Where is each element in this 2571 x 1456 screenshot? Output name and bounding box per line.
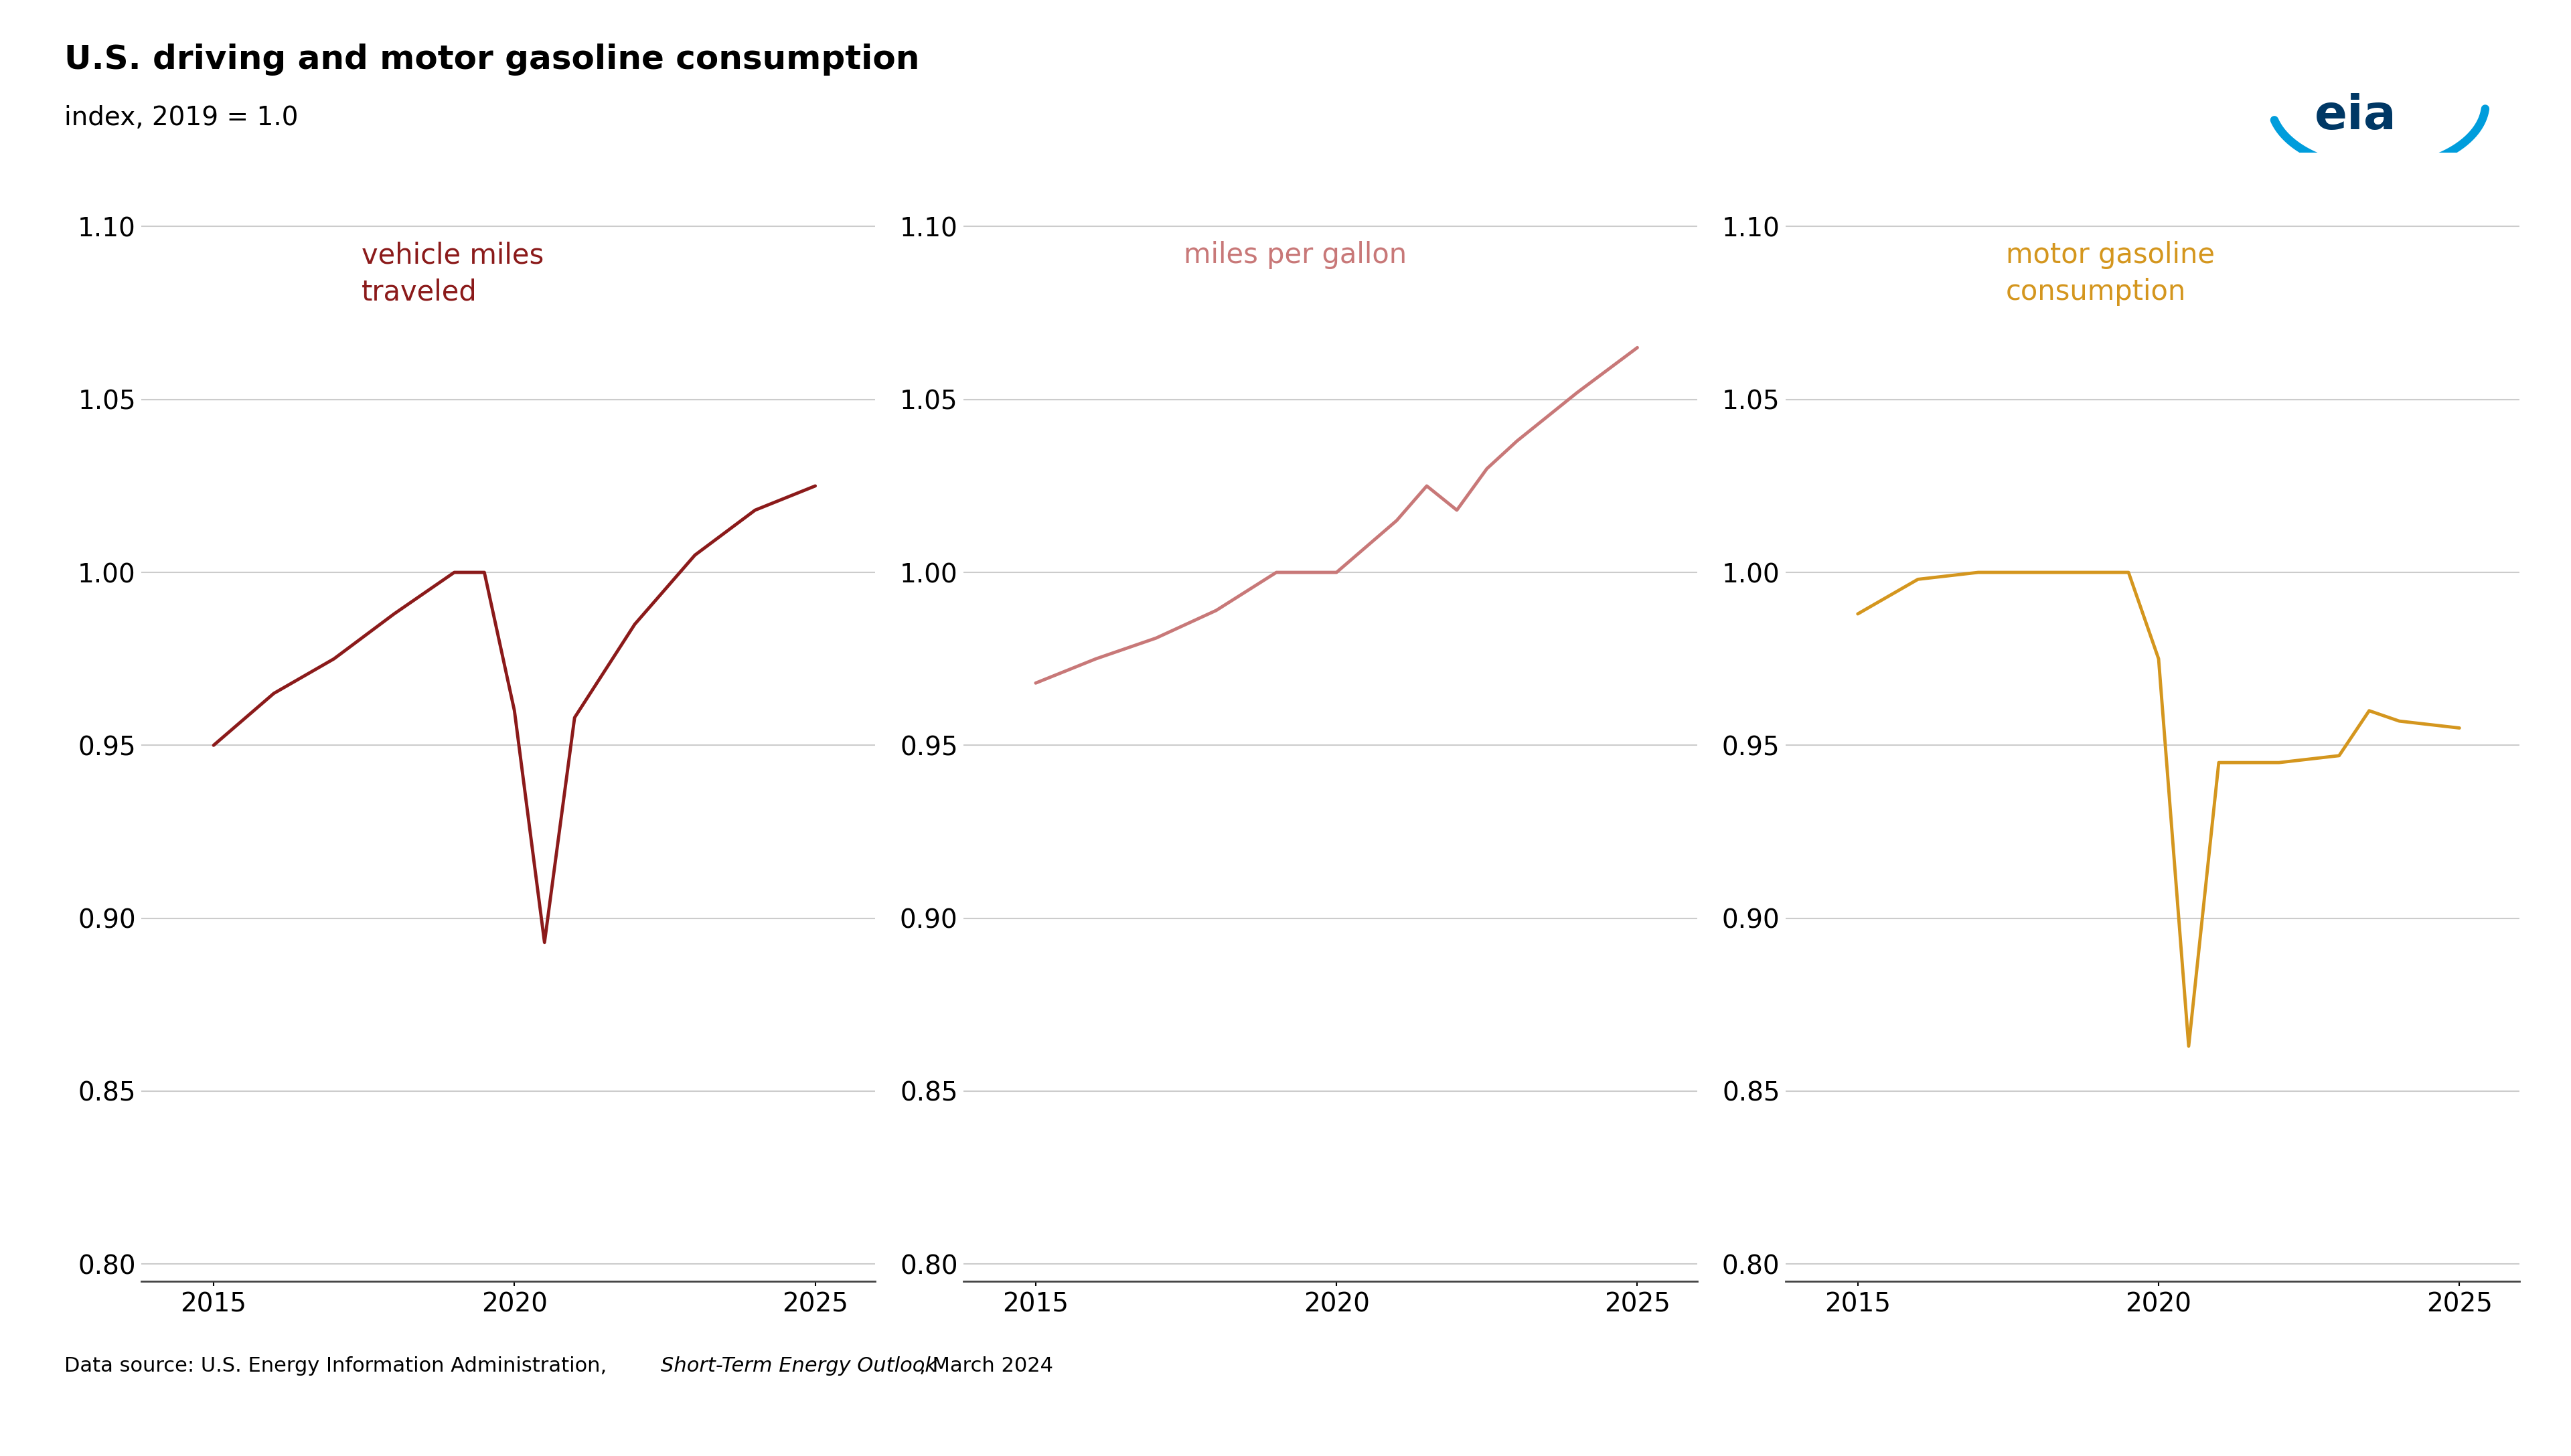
Text: miles per gallon: miles per gallon: [1183, 242, 1406, 269]
Text: index, 2019 = 1.0: index, 2019 = 1.0: [64, 105, 298, 130]
Text: motor gasoline
consumption: motor gasoline consumption: [2005, 242, 2214, 306]
Text: , March 2024: , March 2024: [920, 1357, 1054, 1376]
Text: U.S. driving and motor gasoline consumption: U.S. driving and motor gasoline consumpt…: [64, 44, 920, 76]
Text: Data source: U.S. Energy Information Administration,: Data source: U.S. Energy Information Adm…: [64, 1357, 614, 1376]
Text: vehicle miles
traveled: vehicle miles traveled: [363, 242, 545, 306]
Text: Short-Term Energy Outlook: Short-Term Energy Outlook: [661, 1357, 936, 1376]
Text: eia: eia: [2314, 93, 2396, 140]
